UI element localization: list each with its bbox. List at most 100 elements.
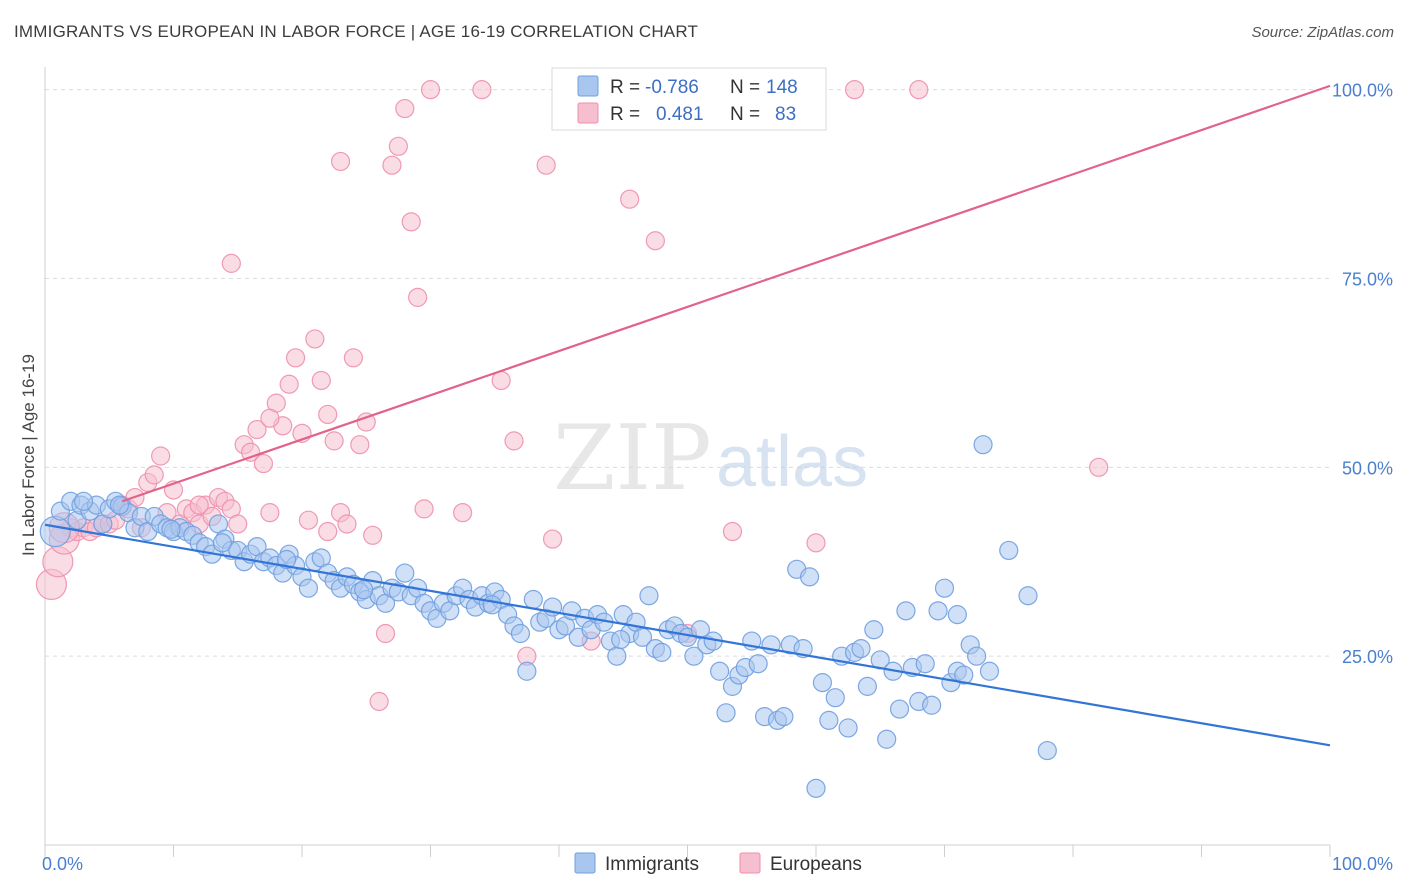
europeans-point-47 bbox=[343, 348, 363, 368]
europeans-point-51 bbox=[369, 691, 389, 712]
europeans-point-78 bbox=[318, 521, 338, 542]
immigrants-point-157 bbox=[611, 629, 631, 650]
europeans-trend-line bbox=[121, 84, 1331, 503]
immigrants-point-153 bbox=[212, 533, 232, 553]
immigrants-point-154 bbox=[276, 549, 297, 570]
europeans-point-49 bbox=[356, 412, 376, 432]
europeans-point-29 bbox=[228, 514, 248, 534]
immigrants-point-117 bbox=[799, 567, 820, 587]
europeans-point-52 bbox=[375, 623, 396, 644]
immigrants-point-148 bbox=[1037, 740, 1057, 761]
europeans-point-74 bbox=[844, 80, 865, 100]
europeans-point-75 bbox=[909, 80, 929, 100]
legend-n-label-immigrants: N = bbox=[730, 77, 760, 98]
europeans-point-46 bbox=[337, 514, 357, 534]
immigrants-point-131 bbox=[889, 699, 910, 719]
europeans-point-41 bbox=[305, 329, 325, 349]
immigrants-point-132 bbox=[896, 601, 916, 621]
bottom-legend-immigrants: Immigrants bbox=[605, 854, 699, 875]
immigrants-point-94 bbox=[652, 642, 672, 662]
immigrants-point-152 bbox=[161, 519, 181, 539]
europeans-point-63 bbox=[504, 431, 524, 451]
immigrants-point-118 bbox=[806, 778, 826, 798]
immigrants-point-149 bbox=[947, 605, 967, 625]
europeans-point-69 bbox=[620, 189, 640, 209]
europeans-point-17 bbox=[151, 446, 171, 466]
europeans-point-34 bbox=[260, 503, 280, 523]
legend-n-label-europeans: N = bbox=[730, 104, 760, 125]
europeans-point-43 bbox=[318, 404, 338, 425]
bottom-legend-swatch-europeans bbox=[739, 852, 761, 874]
grid bbox=[45, 89, 1330, 657]
europeans-point-37 bbox=[279, 374, 299, 394]
immigrants-point-146 bbox=[999, 540, 1019, 561]
legend-swatch-europeans bbox=[577, 102, 599, 124]
europeans-point-80 bbox=[260, 408, 280, 428]
europeans-point-59 bbox=[420, 80, 441, 100]
europeans-point-54 bbox=[388, 136, 408, 156]
immigrants-trend-line bbox=[44, 523, 1331, 747]
europeans-point-32 bbox=[247, 419, 267, 440]
europeans-point-33 bbox=[253, 453, 274, 474]
immigrants-point-150 bbox=[73, 491, 94, 511]
europeans-points bbox=[35, 80, 1109, 712]
europeans-point-40 bbox=[298, 510, 319, 530]
watermark-atlas: atlas bbox=[716, 422, 868, 502]
immigrants-point-136 bbox=[922, 695, 942, 715]
europeans-point-48 bbox=[350, 435, 370, 455]
immigrants-point-87 bbox=[607, 646, 627, 666]
immigrants-point-141 bbox=[954, 665, 974, 685]
europeans-point-81 bbox=[189, 495, 209, 515]
axes bbox=[44, 67, 1331, 857]
europeans-point-79 bbox=[221, 253, 241, 273]
europeans-point-56 bbox=[401, 212, 421, 232]
europeans-point-61 bbox=[472, 80, 492, 100]
europeans-point-76 bbox=[1089, 457, 1109, 477]
immigrants-point-127 bbox=[864, 620, 884, 640]
immigrants-point-121 bbox=[825, 688, 845, 708]
x-tick-label-0: 0.0% bbox=[42, 854, 83, 874]
europeans-point-53 bbox=[382, 155, 402, 175]
watermark-zip: ZIP bbox=[553, 406, 712, 511]
immigrants-point-138 bbox=[934, 578, 955, 598]
europeans-point-72 bbox=[722, 521, 743, 542]
immigrants-point-99 bbox=[684, 646, 704, 666]
y-tick-labels: 25.0% 50.0% 75.0% 100.0% bbox=[1332, 81, 1393, 668]
immigrants-point-137 bbox=[928, 601, 948, 621]
y-tick-label-2: 75.0% bbox=[1342, 269, 1393, 289]
immigrants-point-123 bbox=[838, 718, 858, 738]
europeans-point-58 bbox=[414, 499, 434, 519]
bottom-legend-europeans: Europeans bbox=[770, 854, 862, 875]
immigrants-point-109 bbox=[748, 654, 768, 674]
europeans-point-50 bbox=[363, 525, 383, 545]
immigrants-point-156 bbox=[482, 595, 502, 615]
immigrants-point-135 bbox=[915, 654, 935, 674]
immigrants-point-92 bbox=[639, 586, 659, 606]
x-tick-label-1: 100.0% bbox=[1332, 854, 1393, 874]
immigrants-point-151 bbox=[109, 495, 130, 515]
immigrants-point-144 bbox=[973, 435, 993, 455]
bottom-legend: Immigrants Europeans bbox=[574, 852, 862, 875]
trend-lines bbox=[44, 84, 1331, 747]
immigrants-point-54 bbox=[395, 563, 415, 583]
x-tick-labels: 0.0% 100.0% bbox=[42, 854, 1393, 874]
y-tick-label-1: 50.0% bbox=[1342, 458, 1393, 478]
europeans-point-70 bbox=[645, 231, 665, 251]
europeans-point-42 bbox=[311, 370, 331, 391]
immigrants-point-0 bbox=[39, 515, 71, 548]
bottom-legend-swatch-immigrants bbox=[574, 852, 596, 874]
immigrants-point-120 bbox=[819, 710, 839, 730]
immigrants-points bbox=[39, 435, 1057, 798]
legend-r-label-europeans: R = bbox=[610, 104, 640, 125]
y-axis-label: In Labor Force | Age 16-19 bbox=[19, 354, 38, 556]
immigrants-point-119 bbox=[812, 673, 833, 693]
europeans-point-66 bbox=[542, 529, 563, 549]
immigrants-point-125 bbox=[851, 639, 871, 659]
y-tick-label-0: 25.0% bbox=[1342, 647, 1393, 667]
immigrants-point-147 bbox=[1018, 586, 1038, 606]
watermark: ZIP atlas bbox=[553, 406, 868, 511]
legend-r-value-europeans: 0.481 bbox=[656, 104, 704, 125]
europeans-point-44 bbox=[324, 431, 344, 451]
legend-swatch-immigrants bbox=[577, 75, 599, 97]
immigrants-point-145 bbox=[979, 661, 1000, 681]
